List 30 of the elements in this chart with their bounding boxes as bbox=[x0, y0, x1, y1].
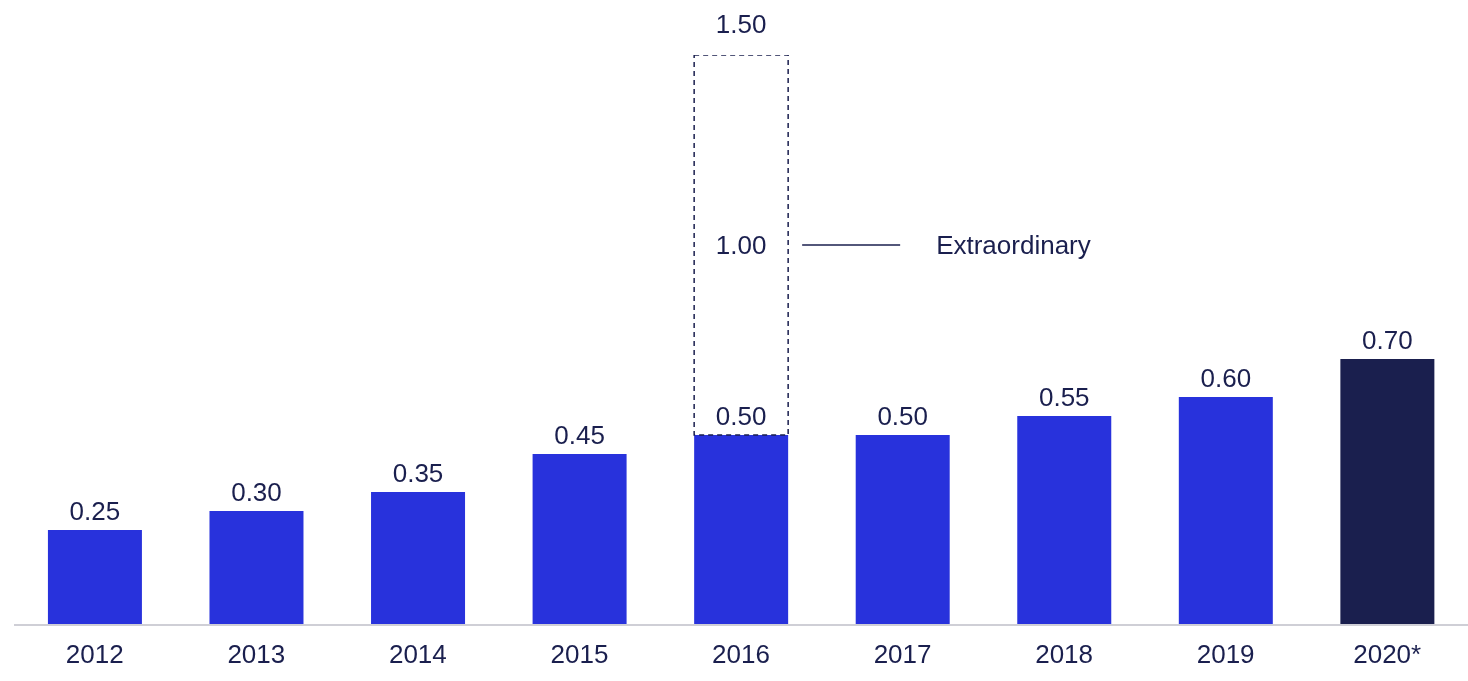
bar bbox=[532, 454, 627, 625]
x-tick-label: 2015 bbox=[550, 639, 609, 670]
bar bbox=[1017, 416, 1112, 625]
x-tick-label: 2020* bbox=[1353, 639, 1422, 670]
data-label: 0.30 bbox=[231, 477, 282, 507]
data-label: 0.25 bbox=[69, 496, 121, 526]
data-label: 0.45 bbox=[554, 420, 605, 450]
data-label: 0.50 bbox=[877, 401, 929, 431]
x-tick-label: 2014 bbox=[388, 639, 447, 670]
data-label: 0.55 bbox=[1038, 382, 1090, 412]
data-label: 1.00 bbox=[715, 230, 767, 260]
x-tick-label: 2013 bbox=[227, 639, 286, 670]
data-label: 0.70 bbox=[1362, 325, 1413, 355]
total-label: 1.50 bbox=[715, 9, 767, 39]
data-label: 0.60 bbox=[1200, 363, 1252, 393]
bar bbox=[693, 55, 789, 436]
bar bbox=[371, 492, 466, 625]
x-tick-label: 2017 bbox=[873, 639, 932, 670]
bar bbox=[694, 435, 789, 625]
x-tick-label: 2019 bbox=[1196, 639, 1255, 670]
bar bbox=[47, 530, 142, 625]
x-tick-label: 2012 bbox=[65, 639, 124, 670]
x-tick-label: 2016 bbox=[712, 639, 770, 670]
bar bbox=[1178, 397, 1273, 625]
data-label: 0.35 bbox=[392, 458, 444, 488]
bar bbox=[855, 435, 950, 625]
x-tick-label: 2018 bbox=[1035, 639, 1094, 670]
legend-label: Extraordinary bbox=[936, 230, 1091, 260]
data-label: 0.50 bbox=[715, 401, 767, 431]
bar bbox=[209, 511, 304, 625]
